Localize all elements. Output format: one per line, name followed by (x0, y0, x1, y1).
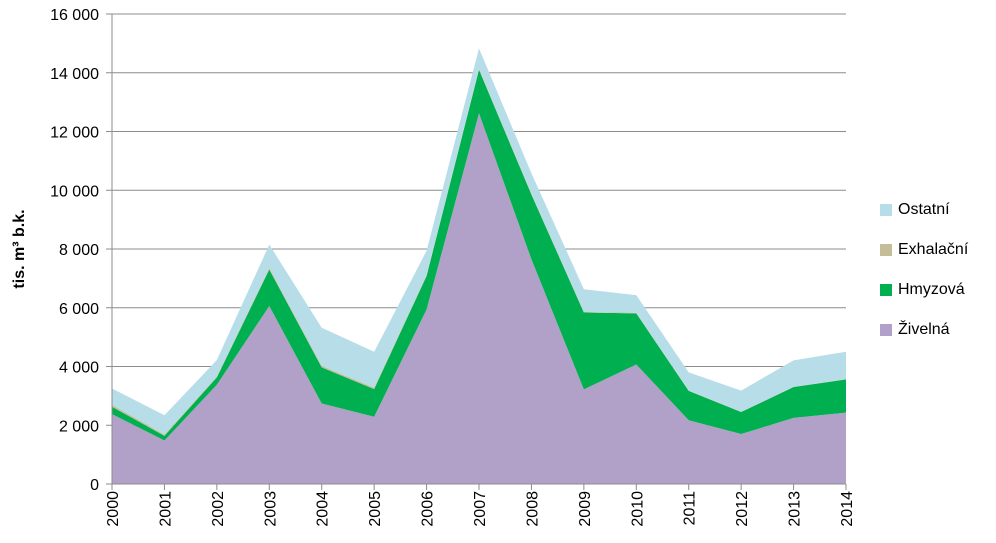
x-tick-label: 2002 (210, 491, 227, 527)
legend-swatch (880, 244, 892, 256)
x-tick-label: 2001 (157, 491, 174, 527)
x-tick-label: 2008 (524, 491, 541, 527)
legend-item-exhalacni: Exhalační (880, 240, 990, 260)
x-tick-label: 2000 (105, 491, 122, 527)
y-tick-label: 0 (90, 477, 99, 494)
legend-swatch (880, 284, 892, 296)
x-tick-label: 2010 (629, 491, 646, 527)
series-areas (112, 48, 846, 484)
axes (106, 13, 847, 490)
x-tick-label: 2004 (315, 491, 332, 527)
legend-item-hmyzova: Hmyzová (880, 280, 990, 300)
legend-label: Exhalační (898, 241, 969, 258)
y-tick-label: 6 000 (59, 301, 99, 318)
legend-item-ostatni: Ostatní (880, 200, 990, 220)
x-tick-label: 2009 (577, 491, 594, 527)
legend: Ostatní Exhalační Hmyzová Živelná (880, 200, 990, 360)
legend-swatch (880, 324, 892, 336)
y-tick-label: 10 000 (50, 183, 99, 200)
legend-label: Hmyzová (898, 281, 965, 298)
legend-swatch (880, 204, 892, 216)
y-tick-label: 12 000 (50, 125, 99, 142)
x-tick-label: 2003 (262, 491, 279, 527)
y-tick-label: 14 000 (50, 66, 99, 83)
legend-item-zivelna: Živelná (880, 320, 990, 340)
area-zivelna (112, 113, 846, 484)
y-tick-label: 16 000 (50, 7, 99, 24)
x-tick-label: 2011 (682, 491, 699, 526)
y-tick-label: 2 000 (59, 418, 99, 435)
legend-label: Ostatní (898, 201, 950, 218)
x-tick-label: 2012 (734, 491, 751, 527)
x-tick-label: 2014 (839, 491, 856, 527)
y-tick-label: 8 000 (59, 242, 99, 259)
y-tick-label: 4 000 (59, 360, 99, 377)
area-hmyzova (112, 69, 846, 441)
area-ostatni (112, 48, 846, 435)
x-tick-label: 2006 (420, 491, 437, 527)
x-tick-label: 2007 (472, 491, 489, 527)
x-tick-labels: 2000 2001 2002 2003 2004 2005 2006 2007 2008 2009… (105, 491, 856, 527)
legend-label: Živelná (898, 321, 950, 338)
x-tick-label: 2005 (367, 491, 384, 527)
y-tick-labels: 0 2 000 4 000 6 000 8 000 10 000 12 000 14 000 1… (50, 7, 99, 494)
x-tick-label: 2013 (787, 491, 804, 527)
y-axis-label: tis. m³ b.k. (11, 209, 28, 288)
